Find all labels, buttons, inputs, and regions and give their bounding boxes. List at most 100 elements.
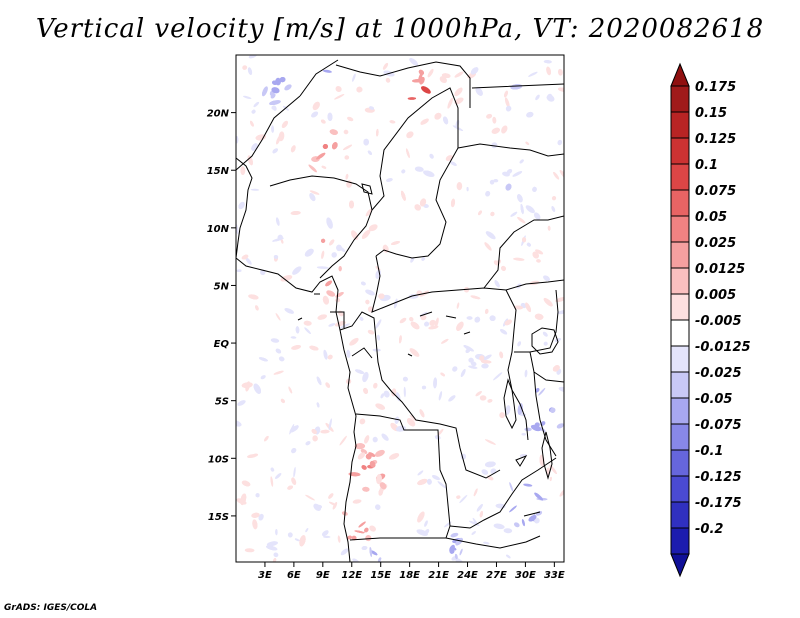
field-blob — [251, 109, 256, 114]
field-blob — [304, 327, 311, 334]
field-blob — [369, 106, 375, 110]
field-blob — [352, 73, 356, 82]
field-blob — [290, 336, 297, 339]
field-blob — [512, 171, 523, 177]
sudan-border — [457, 143, 564, 289]
plot-background — [236, 55, 564, 562]
field-blob — [271, 105, 277, 110]
lon-tick-label: 15E — [370, 570, 391, 581]
field-blob — [271, 87, 280, 94]
field-blob — [523, 483, 533, 487]
field-blob — [460, 368, 466, 378]
lon-tick-label: 3E — [258, 570, 272, 581]
field-blob — [389, 120, 396, 124]
colorbar-swatch — [670, 345, 690, 373]
field-blob — [320, 119, 326, 124]
field-blob — [339, 435, 347, 446]
field-blob — [280, 275, 293, 282]
field-blob — [309, 193, 316, 202]
field-blob — [369, 460, 376, 468]
colorbar-swatch — [670, 501, 690, 529]
field-blob — [346, 349, 351, 358]
field-blob — [438, 391, 443, 401]
field-blob — [321, 250, 325, 260]
lon-tick-label: 30E — [515, 570, 536, 581]
lat-tick-label: 10N — [207, 224, 230, 235]
field-blob — [316, 402, 320, 408]
field-blob — [322, 295, 329, 305]
field-blob — [361, 229, 371, 239]
field-blob — [468, 357, 474, 363]
field-blob — [525, 141, 530, 146]
field-blob — [514, 305, 524, 310]
algeria-niger-border — [236, 95, 301, 171]
field-blob — [414, 204, 421, 211]
field-blob — [258, 513, 264, 521]
field-blob — [294, 538, 300, 542]
field-blob — [503, 528, 513, 534]
field-blob — [454, 553, 458, 560]
field-blob — [334, 94, 345, 100]
field-blob — [417, 478, 428, 486]
field-blob — [505, 405, 511, 415]
field-blob — [493, 523, 505, 530]
field-blob — [456, 321, 464, 331]
colorbar-swatch — [670, 423, 690, 451]
field-blob — [546, 66, 551, 76]
field-blob — [348, 472, 361, 477]
field-blob — [288, 386, 293, 394]
lon-tick-label: 21E — [428, 570, 449, 581]
field-blob — [322, 535, 331, 539]
field-blob — [253, 101, 260, 108]
field-blob — [328, 418, 332, 431]
field-blob — [534, 517, 540, 524]
field-blob — [509, 482, 514, 492]
field-blob — [528, 515, 537, 522]
field-blob — [440, 372, 445, 377]
field-blob — [443, 116, 449, 125]
field-blob — [419, 409, 425, 418]
field-blob — [417, 511, 425, 523]
plot-frame — [235, 54, 565, 563]
field-blob — [331, 252, 337, 258]
field-blob — [485, 190, 491, 197]
colorbar-label: 0.025 — [695, 236, 736, 251]
field-blob — [434, 112, 442, 120]
field-blob — [424, 520, 428, 527]
field-blob — [535, 249, 544, 255]
colorbar-swatch — [670, 267, 690, 295]
field-blob — [309, 190, 320, 195]
field-blob — [517, 194, 523, 203]
field-blob — [466, 316, 473, 320]
field-blob — [375, 504, 381, 510]
lat-tick-label: 15N — [207, 166, 230, 177]
field-blob — [421, 257, 426, 261]
field-blob — [247, 67, 253, 75]
field-blob — [385, 77, 391, 83]
field-blob — [362, 486, 370, 492]
field-blob — [317, 314, 327, 320]
field-blob — [328, 493, 334, 499]
field-blob — [238, 201, 245, 210]
field-blob — [253, 383, 262, 394]
latitude-axis: 20N 15N 10N 5N EQ 5S 10S 15S — [207, 109, 236, 523]
field-blob — [437, 428, 444, 436]
field-blob — [423, 170, 435, 177]
field-blob — [557, 68, 563, 76]
field-blob — [475, 390, 482, 397]
field-blob — [393, 298, 398, 309]
field-blob — [468, 365, 478, 369]
field-blob — [410, 321, 420, 330]
nigeria-border — [269, 175, 373, 279]
field-blob — [274, 473, 282, 479]
field-blob — [559, 488, 564, 497]
field-blob — [409, 58, 418, 66]
field-blob — [321, 165, 327, 169]
lake-chad — [361, 183, 373, 195]
field-blob — [441, 73, 451, 78]
field-blob — [379, 482, 387, 490]
field-blob — [303, 320, 312, 326]
field-blob — [255, 134, 267, 141]
field-blob — [479, 395, 487, 401]
field-blob — [245, 257, 252, 265]
